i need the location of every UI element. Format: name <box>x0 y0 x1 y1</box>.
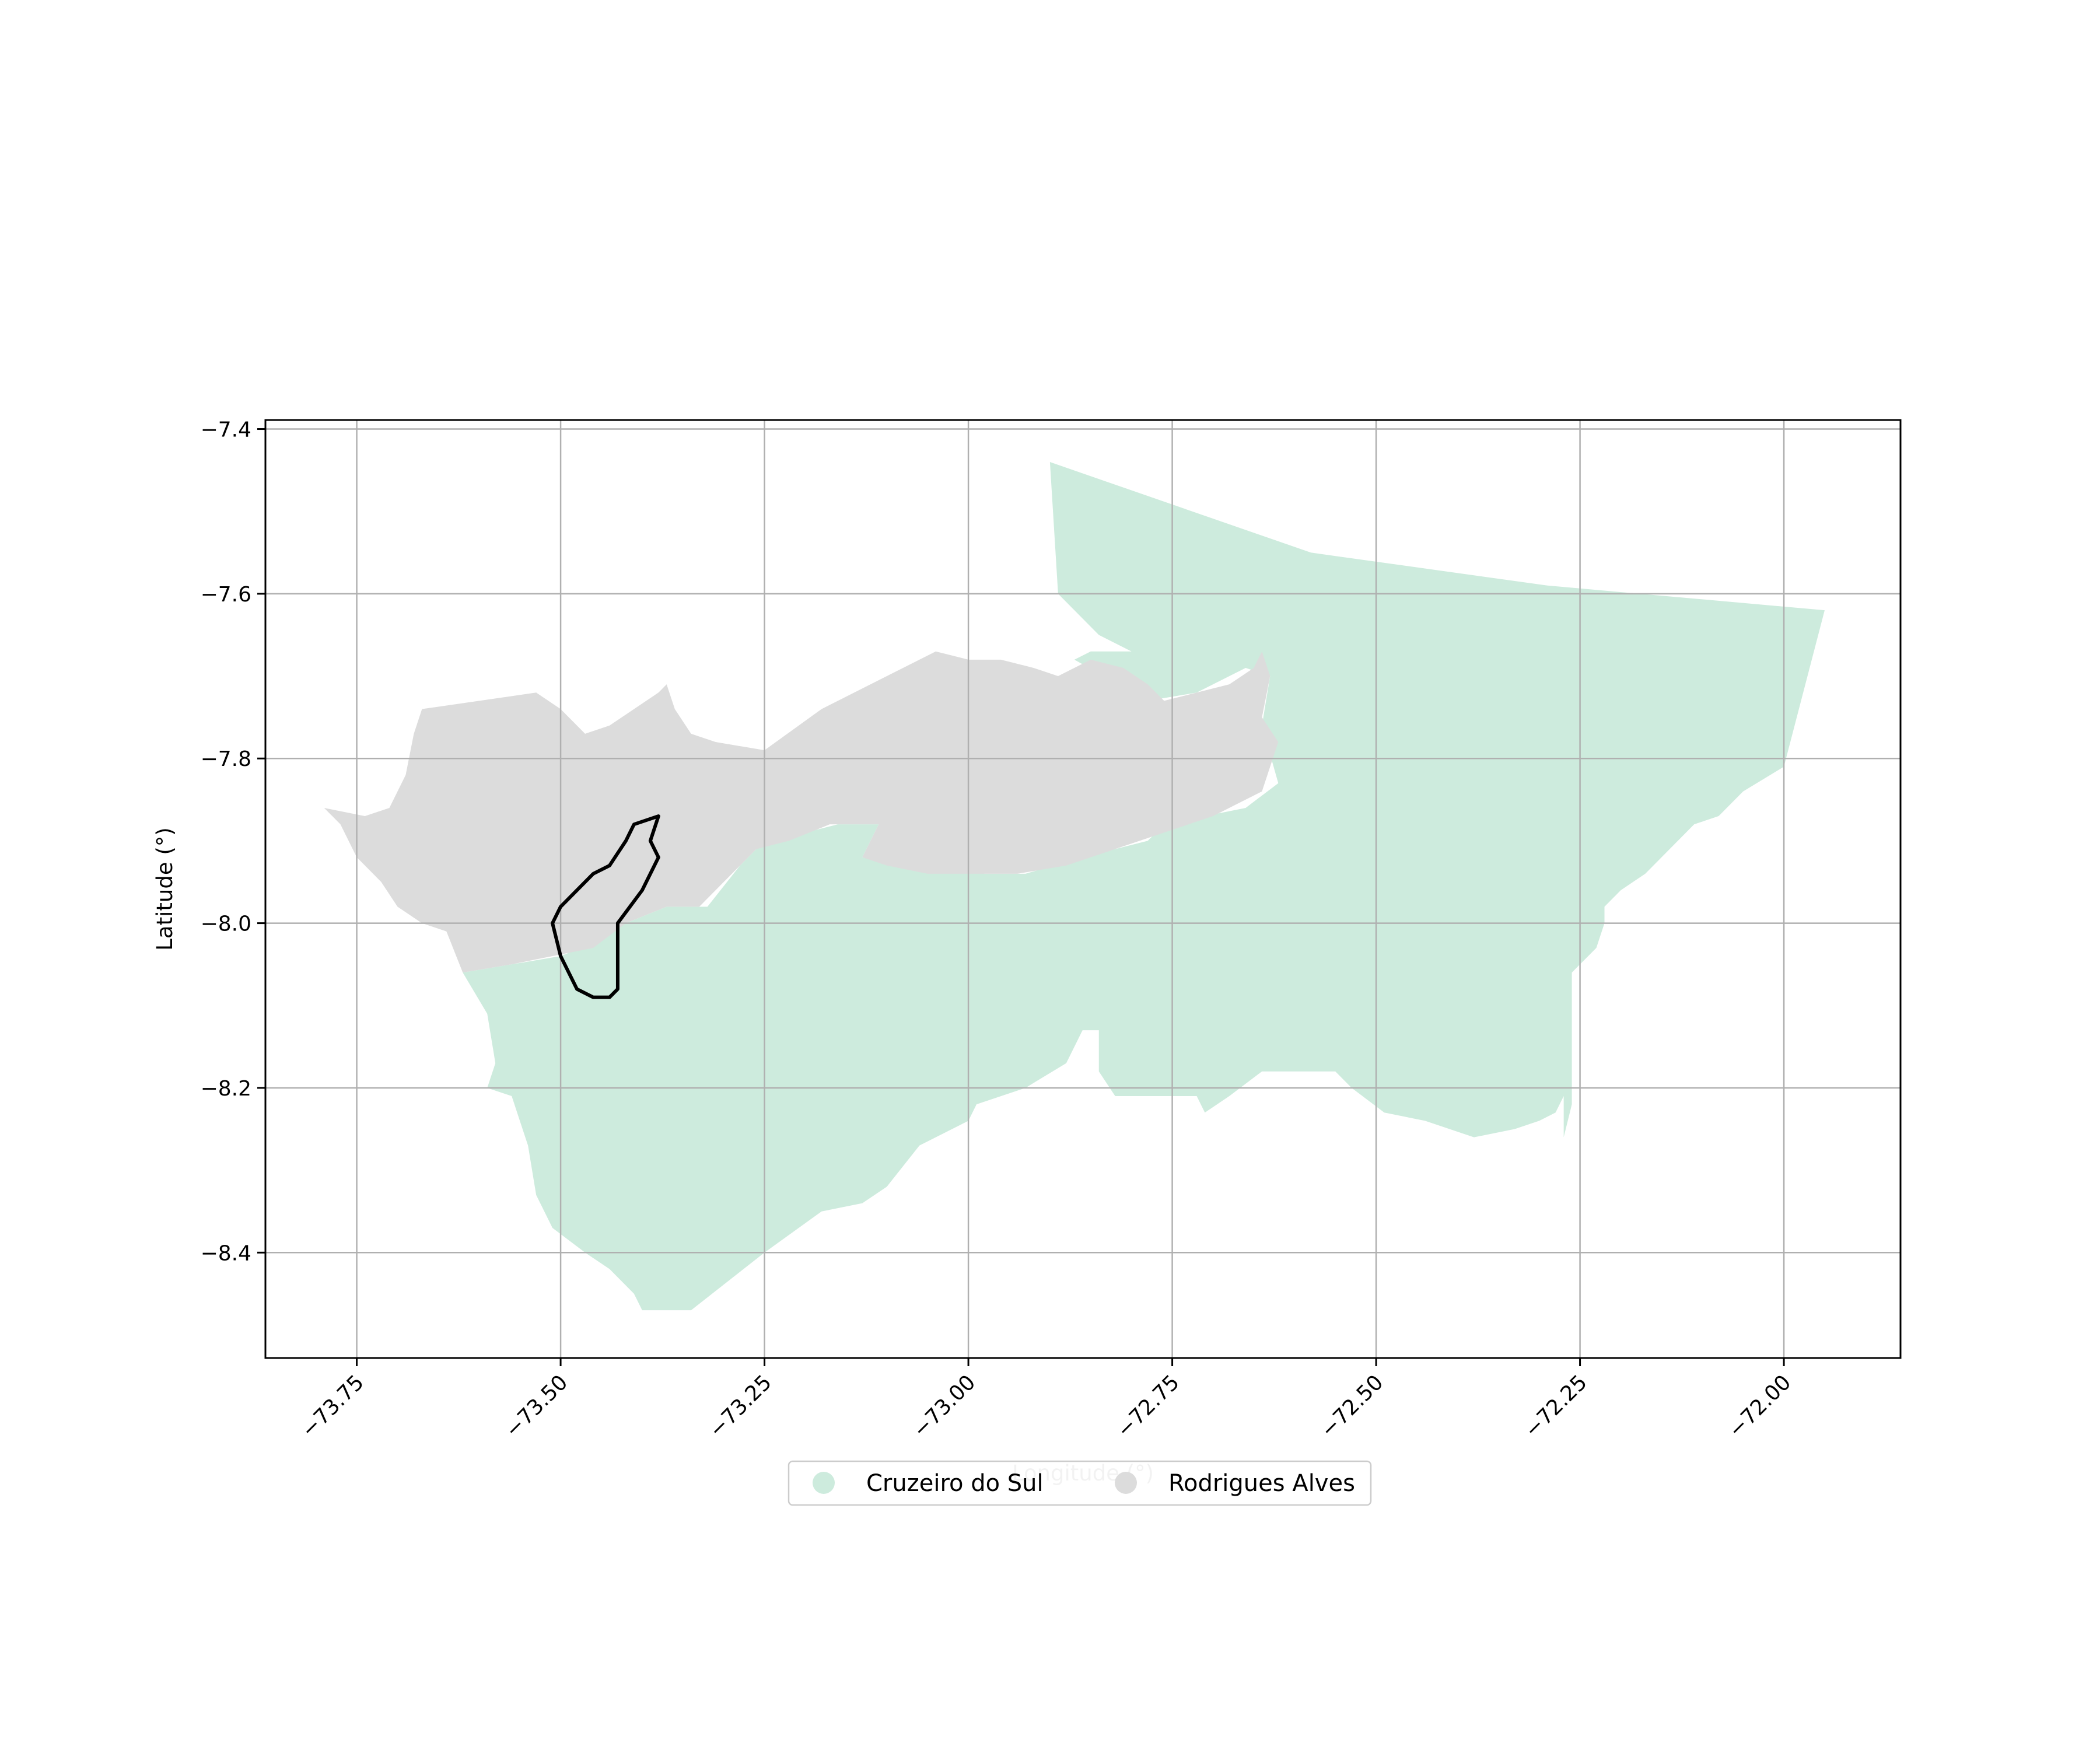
gridlines <box>265 420 1901 1358</box>
y-tick-label: −7.8 <box>201 747 251 771</box>
y-axis-ticks: −7.4 −7.6 −7.8 −8.0 −8.2 −8.4 <box>201 418 265 1265</box>
legend-box <box>788 1460 1372 1506</box>
x-tick-label: −73.75 <box>297 1370 369 1442</box>
axes-frame <box>264 419 1902 1359</box>
x-tick-label: −73.00 <box>908 1370 980 1442</box>
y-tick-label: −8.2 <box>201 1077 251 1101</box>
legend-label-cruzeiro-do-sul: Cruzeiro do Sul <box>866 1470 1044 1497</box>
region-layer <box>324 462 1825 1311</box>
x-tick-label: −72.50 <box>1316 1370 1388 1442</box>
x-tick-label: −73.25 <box>705 1370 776 1442</box>
y-tick-label: −7.6 <box>201 583 251 607</box>
region-rodrigues-alves <box>324 651 1279 973</box>
y-tick-label: −7.4 <box>201 418 251 442</box>
x-tick-label: −72.75 <box>1112 1370 1184 1442</box>
x-axis-ticks: −73.75 −73.50 −73.25 −73.00 −72.75 −72.50 −72.… <box>297 1358 1796 1443</box>
y-tick-label: −8.4 <box>201 1241 251 1265</box>
legend-marker-rodrigues-alves <box>1115 1472 1137 1494</box>
y-axis-label: Latitude (°) <box>152 827 177 950</box>
x-tick-label: −72.25 <box>1520 1370 1592 1442</box>
legend-marker-cruzeiro-do-sul <box>813 1472 835 1494</box>
x-tick-label: −72.00 <box>1724 1370 1796 1442</box>
y-tick-label: −8.0 <box>201 912 251 936</box>
region-cruzeiro-do-sul <box>463 462 1825 1311</box>
legend: Cruzeiro do Sul Rodrigues Alves <box>788 1460 1372 1506</box>
legend-label-rodrigues-alves: Rodrigues Alves <box>1168 1470 1355 1497</box>
plot-area <box>264 419 1902 1359</box>
x-tick-label: −73.50 <box>501 1370 572 1442</box>
highlighted-outline <box>551 814 660 999</box>
